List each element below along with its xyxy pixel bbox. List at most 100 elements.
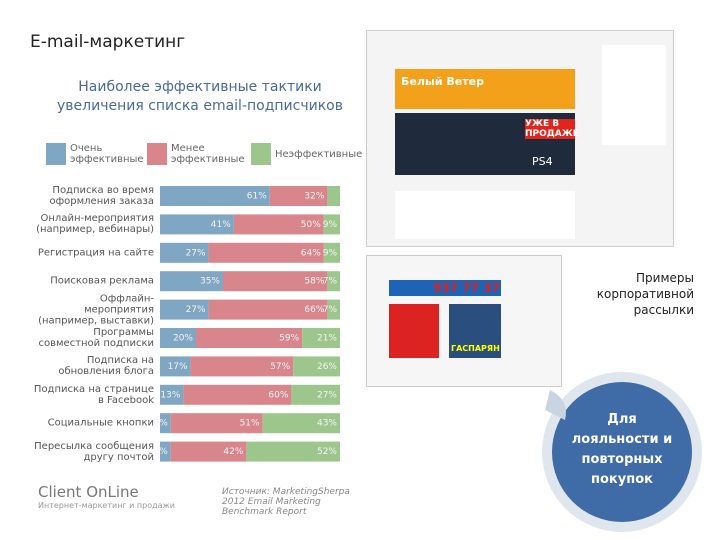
value-label: 50% [301, 220, 321, 230]
phone: 937 77 37 [433, 281, 500, 295]
bar-segment [190, 356, 294, 377]
ticket-header [389, 280, 501, 296]
y-tick-label: Подписка на обновления блога [58, 355, 154, 378]
bar-segment [323, 214, 340, 235]
screenshot: 937 77 37 ГАСПАРЯН [366, 255, 562, 387]
bar-segment [323, 242, 340, 263]
products [395, 191, 575, 239]
show: ГАСПАРЯН [451, 344, 500, 353]
value-label: 52% [317, 447, 337, 457]
bar-segment [291, 384, 340, 405]
legend-label: Очень эффективные [70, 143, 144, 165]
value-label: 57% [270, 362, 290, 372]
bar-segment [262, 413, 340, 434]
source: Источник: MarketingSherpa 2012 Email Mar… [222, 487, 350, 517]
store-name: Белый Ветер [401, 75, 484, 88]
bar-segment [269, 186, 328, 206]
value-label: 9% [323, 248, 338, 258]
y-tick-label: Онлайн-мероприятия (например, вебинары) [36, 213, 154, 236]
legend-swatch [147, 143, 167, 165]
bar-segment [160, 186, 270, 206]
value-label: 58% [304, 277, 324, 287]
bar-segment [160, 299, 209, 320]
y-tick-label: Программы совместной подписки [38, 327, 154, 349]
banner-text: УЖЕ В ПРОДАЖЕ [525, 119, 579, 139]
value-label: 13% [160, 390, 180, 400]
bar-segment [302, 328, 340, 348]
value-label: 20% [173, 334, 193, 344]
value-label: 66% [304, 305, 324, 315]
console: PS4 [532, 155, 553, 168]
bar-segment [160, 271, 223, 292]
store-header [395, 69, 575, 109]
value-label: 41% [211, 220, 231, 230]
poster [449, 304, 501, 358]
value-label: 35% [200, 277, 220, 287]
y-tick-label: Пересылка сообщения другу почтой [34, 440, 154, 463]
bar-segment [160, 413, 171, 434]
y-tick-label: Оффлайн-мероприятия (например, выставки) [38, 293, 154, 327]
chart: 61% 32%41% 50% 9%27% 64% 9%35% 58%7%27% 66%7%20… [46, 143, 340, 462]
y-tick-label: Подписка на странице в Facebook [33, 383, 154, 406]
bar-segment [160, 441, 171, 462]
y-tick-label: Регистрация на сайте [37, 247, 154, 259]
sidebar [602, 45, 666, 145]
screenshot: Белый Ветер УЖЕ В ПРОДАЖЕ PS4 [366, 30, 674, 247]
value-label: 42% [223, 447, 243, 457]
value-label: 43% [317, 419, 337, 429]
bar-segment [327, 186, 340, 206]
poster [389, 304, 439, 358]
value-label: 9% [323, 220, 338, 230]
value-label: 27% [186, 305, 206, 315]
bar-segment [160, 242, 209, 263]
bar-segment [160, 214, 234, 235]
value-label: 17% [168, 362, 188, 372]
value-label: 27% [317, 390, 337, 400]
legend-swatch [251, 143, 271, 165]
value-label: 6% [154, 419, 169, 429]
chart-title: Наиболее эффективные тактики увеличения … [57, 79, 343, 114]
y-tick-label: Подписка во время оформления заказа [49, 185, 154, 207]
legend-label: Неэффективные [275, 149, 363, 160]
value-label: 61% [247, 192, 267, 202]
bar-segment [160, 356, 191, 377]
bar-segment [196, 328, 303, 348]
bar-segment [160, 328, 196, 348]
bar-segment [327, 271, 340, 292]
y-tick-label: Поисковая реклама [50, 275, 154, 287]
page-curl [545, 390, 566, 420]
tagline: Интернет-маркетинг и продажи [38, 501, 175, 510]
bar-segment [208, 299, 328, 320]
bar-segment [327, 299, 340, 320]
legend-swatch [46, 143, 66, 165]
value-label: 51% [240, 419, 260, 429]
badge [552, 382, 692, 522]
y-tick-label: Социальные кнопки [47, 417, 154, 429]
logo: Client OnLine [38, 483, 139, 501]
bar-segment [170, 413, 263, 434]
bar-segment [160, 384, 184, 405]
badge-shape [542, 372, 702, 532]
slide-title: E-mail-маркетинг [30, 32, 186, 52]
legend-label: Менее эффективные [171, 143, 245, 165]
bar-segment [293, 356, 340, 377]
bar-segment [233, 214, 324, 235]
value-label: 59% [279, 334, 299, 344]
value-label: 64% [301, 248, 321, 258]
bar-segment [170, 441, 247, 462]
value-label: 7% [323, 305, 338, 315]
bar-segment [208, 242, 324, 263]
value-label: 21% [317, 334, 337, 344]
bar-segment [183, 384, 292, 405]
bar-segment [223, 271, 328, 292]
bar-segment [246, 441, 340, 462]
caption: Примеры корпоративной рассылки [596, 271, 694, 317]
value-label: 26% [317, 362, 337, 372]
value-label: 7% [323, 277, 338, 287]
badge-text: Для лояльности и повторных покупок [571, 412, 673, 487]
value-label: 27% [186, 248, 206, 258]
value-label: 6% [154, 447, 169, 457]
value-label: 60% [268, 390, 288, 400]
value-label: 32% [304, 192, 324, 202]
